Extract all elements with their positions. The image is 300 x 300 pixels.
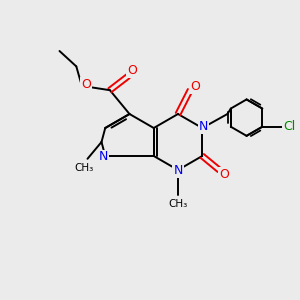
Text: CH₃: CH₃ [168, 199, 188, 209]
Text: N: N [173, 164, 183, 176]
Text: O: O [127, 64, 137, 77]
Text: N: N [99, 151, 108, 164]
Text: O: O [219, 167, 229, 181]
Text: O: O [190, 80, 200, 93]
Text: O: O [81, 78, 91, 91]
Text: Cl: Cl [283, 120, 295, 133]
Text: N: N [199, 119, 208, 133]
Text: CH₃: CH₃ [74, 163, 93, 173]
